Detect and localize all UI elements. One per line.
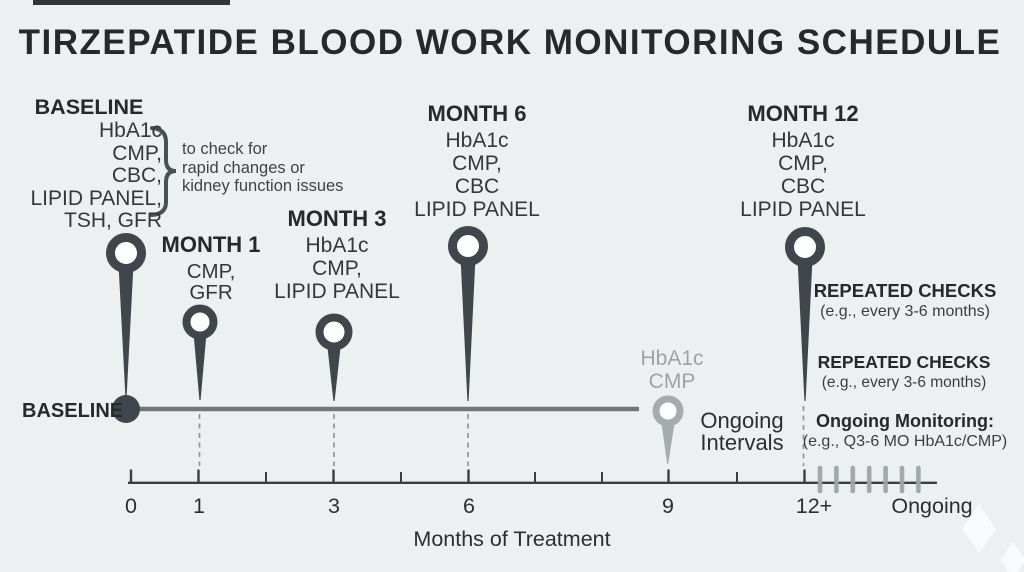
dashed-drop-lines xyxy=(198,406,805,466)
brace-icon xyxy=(150,126,177,217)
lab-item: TSH, GFR xyxy=(64,209,162,232)
repeated-checks-note-1: REPEATED CHECKS (e.g., every 3-6 months) xyxy=(814,280,997,322)
ongoing-hatch-ticks xyxy=(817,465,921,494)
note-subtitle: (e.g., Q3-6 MO HbA1c/CMP) xyxy=(802,433,1008,450)
axis xyxy=(128,465,937,494)
baseline-pin-icon xyxy=(106,233,146,397)
month-1-heading: MONTH 1 xyxy=(161,232,261,257)
month-3-callout: MONTH 3 HbA1c CMP, LIPID PANEL xyxy=(274,206,400,303)
lab-item: GFR xyxy=(189,281,233,304)
month-6-pin-icon xyxy=(448,226,488,401)
axis-title: Months of Treatment xyxy=(413,527,611,551)
baseline-callout: BASELINE HbA1c CMP, CBC, LIPID PANEL, TS… xyxy=(16,95,163,233)
note-title: Ongoing Monitoring: xyxy=(816,411,994,431)
note-line: rapid changes or xyxy=(182,158,305,177)
lab-item: LIPID PANEL xyxy=(274,280,400,303)
note-line: to check for xyxy=(182,140,268,158)
repeated-checks-note-2: REPEATED CHECKS (e.g., every 3-6 months) xyxy=(818,351,991,393)
ongoing-pin-icon xyxy=(652,395,684,464)
lab-item: CBC xyxy=(780,175,826,198)
lab-item: CBC, xyxy=(111,164,162,187)
note-title: REPEATED CHECKS xyxy=(817,352,991,372)
axis-tick-label-9: 9 xyxy=(662,494,674,518)
month-12-heading: MONTH 12 xyxy=(747,101,859,126)
month-1-callout: MONTH 1 CMP, GFR xyxy=(162,232,261,303)
baseline-note: to check for rapid changes or kidney fun… xyxy=(182,140,343,196)
note-subtitle: (e.g., every 3-6 months) xyxy=(821,374,987,391)
ongoing-intervals-caption: Ongoing Intervals xyxy=(700,410,783,454)
month-12-pin-icon xyxy=(785,227,825,401)
caption-line: Intervals xyxy=(700,430,784,455)
axis-major-ticks xyxy=(129,469,806,483)
lab-item: CMP, xyxy=(452,152,502,175)
caption-line: Ongoing xyxy=(700,408,784,433)
ongoing-labs: HbA1c CMP xyxy=(640,347,704,393)
axis-tick-label-3: 3 xyxy=(328,494,340,518)
lab-item: HbA1c xyxy=(98,119,162,142)
lab-item: CMP, xyxy=(186,260,236,283)
baseline-timeline-label: BASELINE xyxy=(22,400,124,422)
lab-item: CMP, xyxy=(312,257,362,280)
month-6-heading: MONTH 6 xyxy=(427,101,527,126)
lab-item: HbA1c xyxy=(445,129,509,152)
note-line: kidney function issues xyxy=(182,177,344,195)
axis-tick-label-0: 0 xyxy=(125,494,137,518)
axis-minor-ticks xyxy=(265,472,738,483)
top-edge-artifact xyxy=(33,0,230,5)
month-3-heading: MONTH 3 xyxy=(287,206,387,231)
month-12-callout: MONTH 12 HbA1c CMP, CBC LIPID PANEL xyxy=(740,101,866,221)
axis-tick-label-6: 6 xyxy=(463,494,475,518)
axis-tick-label-1: 1 xyxy=(193,494,205,518)
baseline-heading: BASELINE xyxy=(34,95,144,119)
month-1-pin-icon xyxy=(182,304,218,400)
page-title: TIRZEPATIDE BLOOD WORK MONITORING SCHEDU… xyxy=(18,23,1002,62)
note-title: REPEATED CHECKS xyxy=(813,280,997,301)
lab-item: LIPID PANEL xyxy=(414,198,540,221)
lab-item: CMP, xyxy=(778,152,828,175)
ongoing-monitoring-note: Ongoing Monitoring: (e.g., Q3-6 MO HbA1c… xyxy=(803,411,1008,452)
lab-item-muted: HbA1c xyxy=(640,347,704,370)
lab-item: CBC xyxy=(454,175,500,198)
sparkle-icon-small xyxy=(1000,542,1024,572)
baseline-dot xyxy=(112,395,140,423)
month-6-callout: MONTH 6 HbA1c CMP, CBC LIPID PANEL xyxy=(414,101,540,221)
lab-item: LIPID PANEL, xyxy=(30,186,163,210)
sparkle-icon xyxy=(962,504,996,553)
month-3-pin-icon xyxy=(315,313,353,401)
lab-item: LIPID PANEL xyxy=(740,198,866,221)
axis-ongoing-label: Ongoing xyxy=(891,494,973,518)
lab-item: HbA1c xyxy=(771,129,835,152)
note-subtitle: (e.g., every 3-6 months) xyxy=(820,303,990,320)
lab-item-muted: CMP xyxy=(648,369,696,393)
axis-tick-label-12plus: 12+ xyxy=(795,494,833,518)
lab-item: CMP, xyxy=(112,141,162,165)
lab-item: HbA1c xyxy=(305,234,369,257)
